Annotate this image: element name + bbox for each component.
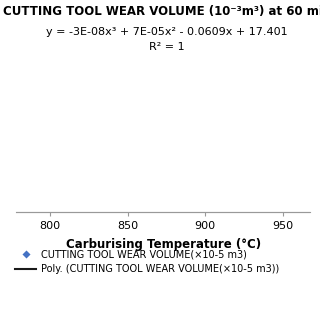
Text: CUTTING TOOL WEAR VOLUME (10⁻³m³) at 60 mins: CUTTING TOOL WEAR VOLUME (10⁻³m³) at 60 …: [3, 5, 320, 18]
Text: R² = 1: R² = 1: [148, 42, 184, 52]
Legend: CUTTING TOOL WEAR VOLUME(×10-5 m3), Poly. (CUTTING TOOL WEAR VOLUME(×10-5 m3)): CUTTING TOOL WEAR VOLUME(×10-5 m3), Poly…: [15, 249, 279, 274]
X-axis label: Carburising Temperature (°C): Carburising Temperature (°C): [66, 238, 261, 251]
Text: y = -3E-08x³ + 7E-05x² - 0.0609x + 17.401: y = -3E-08x³ + 7E-05x² - 0.0609x + 17.40…: [45, 27, 287, 37]
